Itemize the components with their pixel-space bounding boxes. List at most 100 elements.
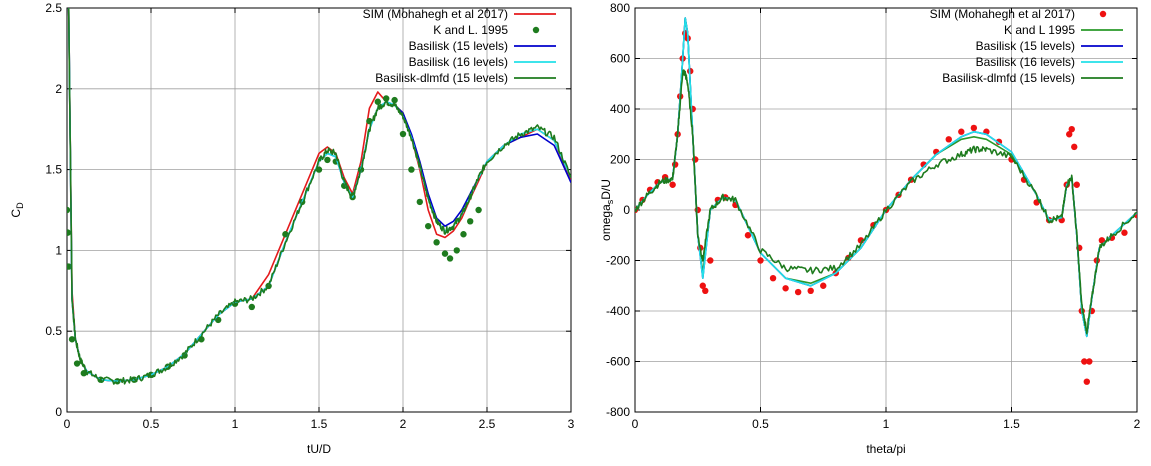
y-axis-label-subscript: s [605, 199, 615, 204]
legend-label: K and L 1995 [1004, 23, 1075, 37]
data-point [958, 128, 965, 135]
y-tick-label: 800 [610, 1, 630, 15]
data-point [453, 247, 460, 254]
y-tick-label: 0.5 [45, 324, 62, 338]
data-point [707, 257, 714, 264]
data-point [441, 250, 449, 257]
legend-label: SIM (Mohahegh et al 2017) [930, 7, 1075, 21]
data-point [782, 285, 789, 292]
x-tick-label: 0.5 [143, 417, 160, 431]
data-point [699, 282, 706, 289]
x-tick-label: 0 [632, 417, 639, 431]
series-line [635, 69, 1137, 335]
data-point [1071, 143, 1078, 151]
data-point [416, 198, 423, 206]
y-axis-label-tail: D/U [599, 179, 613, 200]
data-point [408, 166, 415, 173]
plot-area [635, 17, 1137, 385]
data-point [383, 95, 390, 102]
y-tick-label: 0 [55, 405, 62, 419]
data-point [692, 156, 699, 163]
data-point [1086, 358, 1093, 365]
x-tick-label: 2.5 [479, 417, 496, 431]
y-tick-label: 600 [610, 52, 630, 66]
legend-label: Basilisk (15 levels) [976, 39, 1075, 53]
data-point [391, 96, 398, 104]
data-point [67, 229, 72, 236]
data-point [669, 181, 676, 188]
data-point [467, 218, 474, 225]
legend: SIM (Mohahegh et al 2017) K and L. 1995 Ba… [363, 7, 556, 85]
data-point [1098, 237, 1106, 244]
x-tick-label: 1.5 [1003, 417, 1020, 431]
data-point [1068, 126, 1075, 133]
data-point [399, 130, 407, 138]
data-point [425, 222, 432, 230]
data-point [769, 274, 777, 282]
data-point [324, 156, 331, 164]
y-tick-label: 1 [55, 243, 62, 257]
y-tick-label: -200 [606, 254, 630, 268]
y-tick-label: -600 [606, 355, 630, 369]
y-tick-label: 0 [623, 203, 630, 217]
data-point [248, 303, 255, 311]
data-point [282, 231, 289, 238]
legend-marker [1099, 10, 1107, 18]
data-point [68, 336, 76, 343]
y-tick-label: 2.5 [45, 1, 62, 15]
data-point [1081, 358, 1088, 365]
x-tick-label: 0.5 [752, 417, 769, 431]
y-axis-label-main: omega [599, 204, 613, 241]
x-tick-label: 0 [64, 417, 71, 431]
data-point [67, 206, 71, 214]
data-point [374, 98, 381, 105]
data-point [67, 263, 72, 270]
legend-label: Basilisk-dlmfd (15 levels) [375, 71, 508, 85]
y-axis-label-subscript: D [15, 202, 25, 209]
series-line [67, 8, 571, 385]
data-point [433, 239, 440, 246]
data-point [945, 136, 952, 143]
data-point [757, 257, 764, 264]
y-tick-label: -400 [606, 304, 630, 318]
y-tick-label: 400 [610, 102, 630, 116]
data-point [1083, 378, 1091, 385]
series-points [67, 95, 482, 385]
data-point [1066, 131, 1073, 138]
data-point [820, 282, 827, 289]
data-point [807, 287, 814, 294]
y-axis-label-main: C [9, 209, 23, 218]
left-chart-panel: 0 0.5 1 1.5 2 2.5 3 0 0.5 1 1.5 2 2.5 tU/D CD SIM (Moha… [9, 1, 575, 456]
data-point [73, 360, 81, 367]
legend-label: Basilisk (16 levels) [409, 55, 508, 69]
y-tick-label: -800 [606, 405, 630, 419]
legend-label: Basilisk (16 levels) [976, 55, 1075, 69]
y-tick-label: 2 [55, 82, 62, 96]
legend: SIM (Mohahegh et al 2017) K and L 1995 Bas… [930, 7, 1123, 85]
right-chart-panel: 0 0.5 1 1.5 2 -800 -600 -400 -200 0 200 400 600 800 th… [599, 1, 1141, 456]
legend-label: Basilisk (15 levels) [409, 39, 508, 53]
data-point [970, 124, 978, 132]
legend-marker [532, 26, 540, 34]
data-point [744, 232, 752, 239]
data-point [794, 288, 802, 296]
y-tick-label: 1.5 [45, 163, 62, 177]
x-tick-label: 2 [1134, 417, 1141, 431]
data-point [446, 255, 454, 262]
data-point [1121, 229, 1128, 236]
x-tick-label: 3 [568, 417, 575, 431]
x-tick-label: 2 [400, 417, 407, 431]
x-tick-label: 1.5 [311, 417, 328, 431]
x-tick-label: 1 [232, 417, 239, 431]
x-axis-label: tU/D [307, 442, 331, 456]
legend-label: K and L. 1995 [433, 23, 508, 37]
data-point [460, 231, 467, 238]
x-tick-label: 1 [883, 417, 890, 431]
y-tick-label: 200 [610, 153, 630, 167]
data-point [702, 287, 709, 294]
plot-area [67, 8, 571, 385]
legend-label: SIM (Mohahegh et al 2017) [363, 7, 508, 21]
y-axis-label: CD [9, 202, 25, 218]
legend-label: Basilisk-dlmfd (15 levels) [942, 71, 1075, 85]
